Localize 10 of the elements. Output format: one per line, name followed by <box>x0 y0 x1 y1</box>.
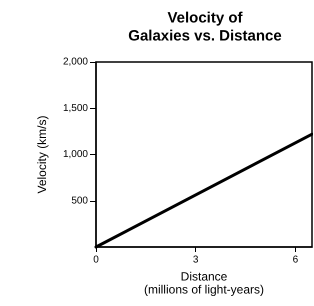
x-tick-label: 0 <box>93 254 100 266</box>
y-tick-label: 1,500 <box>62 102 88 114</box>
chart-title: Velocity of Galaxies vs. Distance <box>128 10 282 44</box>
x-tick-label: 6 <box>292 254 299 266</box>
x-tick-label: 3 <box>192 254 199 266</box>
y-tick-label: 1,000 <box>62 149 88 160</box>
y-tick-label: 2,000 <box>62 56 88 68</box>
x-axis-title: Distance (millions of light-years) <box>144 269 264 296</box>
y-tick-label: 500 <box>71 195 88 206</box>
y-axis-title: Velocity (km/s) <box>35 115 49 194</box>
